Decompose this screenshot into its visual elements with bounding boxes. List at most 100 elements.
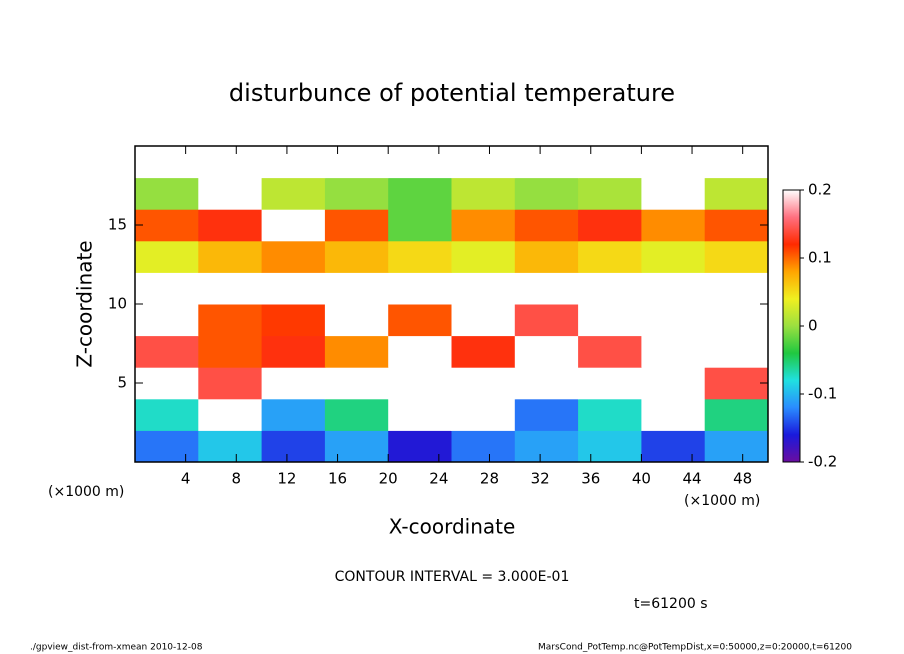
heat-cell xyxy=(704,367,769,400)
colorbar-tick-label: -0.1 xyxy=(808,385,837,403)
heat-cell xyxy=(324,272,389,305)
x-tick-label: 36 xyxy=(581,470,600,488)
heat-cell xyxy=(514,430,579,463)
heat-cell xyxy=(578,430,642,463)
heat-cell xyxy=(135,146,199,179)
heat-cell xyxy=(451,335,516,368)
heat-cell xyxy=(388,209,452,242)
heat-cell xyxy=(578,272,642,305)
heat-cell xyxy=(704,430,769,463)
heat-cell xyxy=(135,209,199,242)
footer-right: MarsCond_PotTemp.nc@PotTempDist,x=0:5000… xyxy=(538,643,852,653)
heat-cell xyxy=(324,398,389,431)
heat-cell xyxy=(641,304,706,337)
heat-cell xyxy=(261,272,326,305)
heat-cell xyxy=(451,304,516,337)
heat-cell xyxy=(198,272,263,305)
heat-cell xyxy=(578,367,642,400)
heat-cell xyxy=(198,240,263,273)
heat-cell xyxy=(641,209,706,242)
heat-cell xyxy=(135,430,199,463)
heat-cell xyxy=(388,398,452,431)
heat-cell xyxy=(261,240,326,273)
heat-cell xyxy=(135,367,199,400)
heat-cell xyxy=(324,146,389,179)
heat-cell xyxy=(388,367,452,400)
heat-cell xyxy=(451,177,516,210)
heat-cell xyxy=(514,398,579,431)
heat-cell xyxy=(578,177,642,210)
heat-cell xyxy=(324,240,389,273)
heat-cell xyxy=(198,335,263,368)
x-tick-label: 20 xyxy=(379,470,398,488)
x-unit: (×1000 m) xyxy=(48,484,124,500)
heat-cell xyxy=(324,209,389,242)
colorbar-tick-label: 0 xyxy=(808,317,818,335)
colorbar-tick-label: 0.2 xyxy=(808,181,832,199)
y-tick-label: 5 xyxy=(117,374,127,392)
heat-cell xyxy=(135,304,199,337)
x-tick-label: 4 xyxy=(181,470,191,488)
heat-cell xyxy=(135,398,199,431)
heat-cell xyxy=(514,240,579,273)
heat-cell xyxy=(641,430,706,463)
heat-cell xyxy=(451,146,516,179)
heat-cell xyxy=(578,398,642,431)
heat-cell xyxy=(324,304,389,337)
heat-cell xyxy=(198,430,263,463)
heat-cell xyxy=(261,209,326,242)
y-tick-label: 15 xyxy=(108,216,127,234)
heat-cell xyxy=(324,335,389,368)
heat-cell xyxy=(514,367,579,400)
heat-cell xyxy=(135,272,199,305)
heat-cell xyxy=(514,335,579,368)
heat-cell xyxy=(261,146,326,179)
heat-cell xyxy=(641,367,706,400)
x-axis-label: X-coordinate xyxy=(389,515,516,539)
x-tick-label: 40 xyxy=(632,470,651,488)
heat-cell xyxy=(641,398,706,431)
heat-cell xyxy=(388,240,452,273)
y-tick-label: 10 xyxy=(108,295,127,313)
heat-cell xyxy=(324,367,389,400)
heat-cell xyxy=(451,367,516,400)
x-tick-label: 32 xyxy=(531,470,550,488)
heat-cell xyxy=(704,146,769,179)
heat-cell xyxy=(261,304,326,337)
heat-cell xyxy=(641,335,706,368)
heat-cell xyxy=(135,177,199,210)
x-tick-label: 16 xyxy=(328,470,347,488)
heat-cell xyxy=(578,209,642,242)
heat-cell xyxy=(704,209,769,242)
heat-cell xyxy=(261,177,326,210)
heat-cell xyxy=(451,240,516,273)
contour-interval: CONTOUR INTERVAL = 3.000E-01 xyxy=(335,569,570,585)
colorbar xyxy=(782,189,801,463)
heat-cell xyxy=(578,240,642,273)
y-axis-label: Z-coordinate xyxy=(73,240,97,367)
heat-cell xyxy=(261,430,326,463)
heat-cell xyxy=(578,146,642,179)
heat-cell xyxy=(514,209,579,242)
heat-cell xyxy=(198,209,263,242)
heat-cell xyxy=(641,177,706,210)
x-tick-label: 48 xyxy=(733,470,752,488)
heat-cell xyxy=(641,146,706,179)
heat-cell xyxy=(451,398,516,431)
heat-cell xyxy=(388,146,452,179)
heat-cell xyxy=(451,272,516,305)
colorbar-tick-label: 0.1 xyxy=(808,249,832,267)
x-tick-label: 24 xyxy=(429,470,448,488)
heat-cell xyxy=(704,335,769,368)
heat-cell xyxy=(704,177,769,210)
heat-cell xyxy=(388,430,452,463)
heat-cell xyxy=(198,146,263,179)
heat-cell xyxy=(198,398,263,431)
heat-cell xyxy=(514,177,579,210)
heat-cell xyxy=(641,272,706,305)
heat-cell xyxy=(514,146,579,179)
x-tick-label: 8 xyxy=(232,470,242,488)
heat-cell xyxy=(388,272,452,305)
